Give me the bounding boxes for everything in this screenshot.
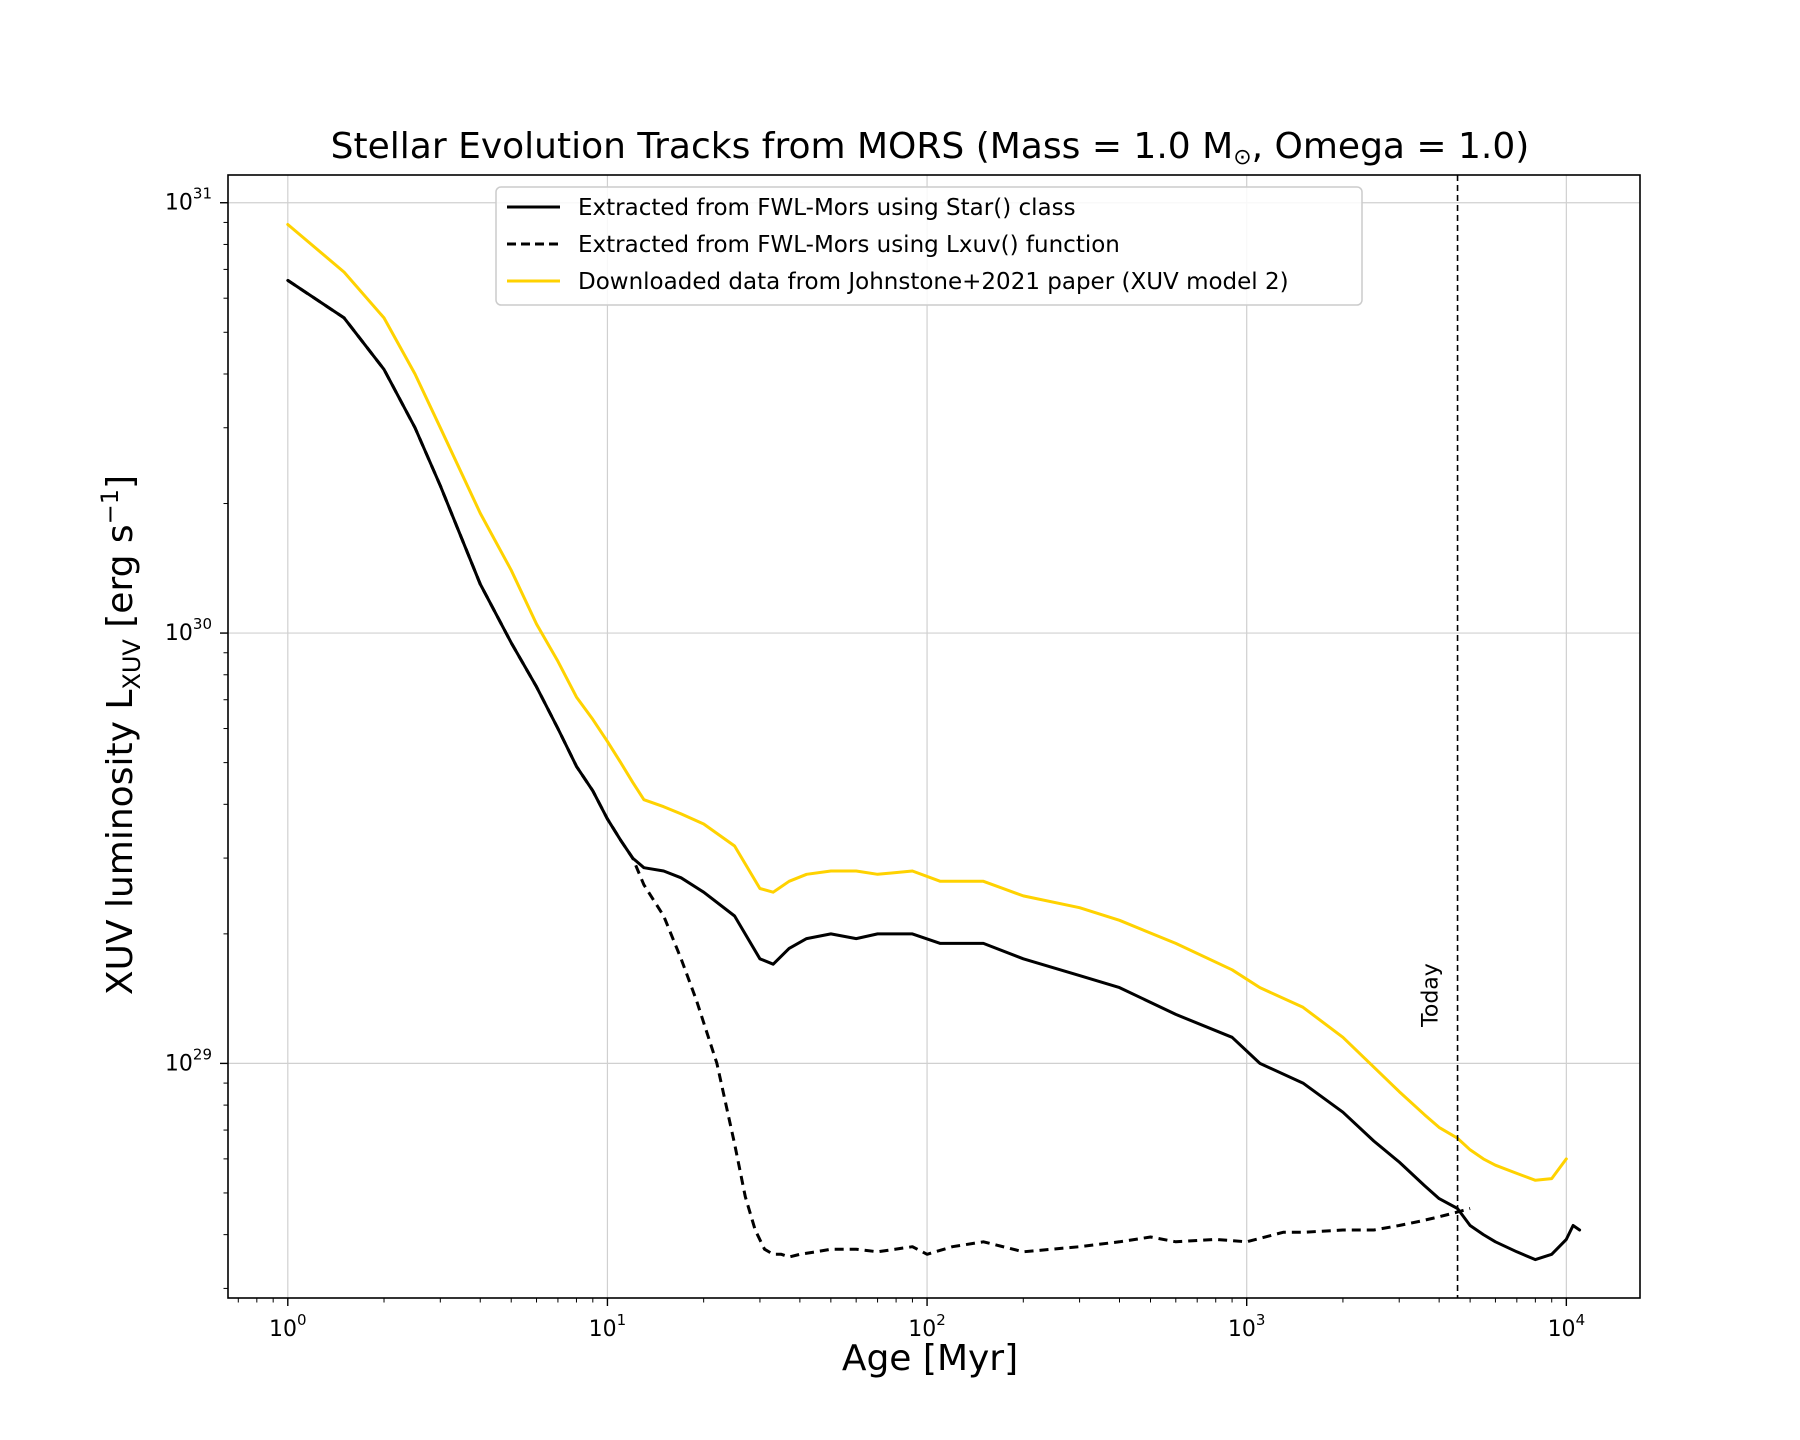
x-tick-label-1: 101 (589, 1311, 627, 1342)
series-star-class-line (286, 278, 1582, 1262)
grid-lines (228, 175, 1640, 1298)
x-tick-label-4: 104 (1548, 1311, 1586, 1342)
series-johnstone-line (286, 223, 1568, 1182)
chart-title: Stellar Evolution Tracks from MORS (Mass… (331, 126, 1530, 170)
x-tick-label-0: 100 (269, 1311, 307, 1342)
plot-area: Today (227, 174, 1641, 1299)
legend-label-lxuv-function: Extracted from FWL-Mors using Lxuv() fun… (578, 232, 1120, 258)
today-label: Today (1419, 963, 1444, 1028)
x-axis-ticks: 100 101 102 103 104 (237, 1298, 1586, 1342)
legend: Extracted from FWL-Mors using Star() cla… (495, 186, 1363, 306)
y-tick-label-1: 1030 (165, 615, 212, 646)
y-axis-label: XUV luminosity LXUV [erg s−1] (96, 475, 146, 995)
legend-label-johnstone: Downloaded data from Johnstone+2021 pape… (578, 269, 1289, 295)
plot-frame (227, 174, 1641, 1299)
y-tick-label-0: 1029 (165, 1045, 212, 1076)
series-layer (286, 223, 1582, 1262)
y-axis-ticks: 1029 1030 1031 (165, 185, 228, 1289)
x-axis-label: Age [Myr] (842, 1338, 1018, 1379)
x-tick-label-2: 102 (908, 1311, 946, 1342)
legend-box (495, 186, 1363, 306)
title-sun-symbol: ⊙ (1233, 145, 1251, 170)
legend-label-star-class: Extracted from FWL-Mors using Star() cla… (578, 195, 1076, 221)
x-tick-label-3: 103 (1228, 1311, 1266, 1342)
y-tick-label-2: 1031 (165, 185, 212, 216)
